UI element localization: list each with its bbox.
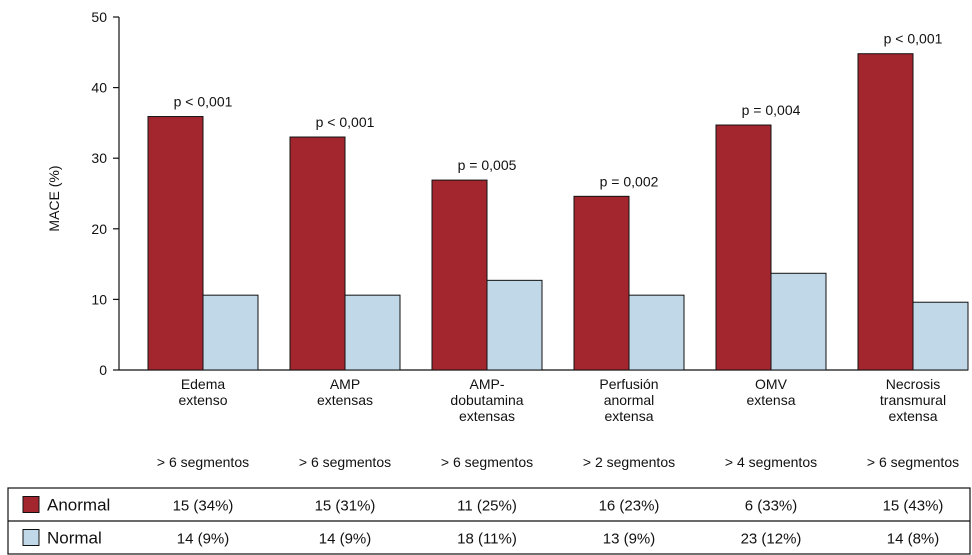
bar-anormal-0 (147, 116, 204, 371)
bar-anormal-2 (431, 179, 488, 371)
bars (147, 53, 969, 371)
bar-normal-1 (344, 294, 401, 371)
p-value-label-3: p = 0,002 (600, 173, 659, 189)
category-label-2-1: dobutamina (450, 392, 523, 408)
x-axis-labels: EdemaextensoAMPextensasAMP-dobutaminaext… (178, 376, 946, 424)
p-value-label-4: p = 0,004 (742, 102, 801, 118)
y-tick-label-30: 30 (91, 150, 107, 166)
category-label-5-1: transmural (880, 392, 946, 408)
p-value-label-2: p = 0,005 (458, 157, 517, 173)
criterion-label-4: > 4 segmentos (725, 454, 817, 470)
criteria-labels: > 6 segmentos > 6 segmentos > 6 segmentos >… (157, 454, 959, 470)
legend-label-normal: Normal (47, 529, 102, 548)
table-cell-1-3: 13 (9%) (603, 531, 656, 548)
criterion-label-5: > 6 segmentos (867, 454, 959, 470)
category-label-1-0: AMP (330, 376, 360, 392)
category-label-2-0: AMP- (470, 376, 505, 392)
category-label-5-2: extensa (888, 408, 937, 424)
data-table: Anormal 15 (34%) 15 (31%) 11 (25%) 16 (23%) 6… (7, 487, 971, 555)
criterion-label-3: > 2 segmentos (583, 454, 675, 470)
y-tick-label-50: 50 (91, 9, 107, 25)
table-cell-0-3: 16 (23%) (599, 498, 660, 515)
y-tick-label-10: 10 (91, 291, 107, 307)
y-tick-label-0: 0 (99, 362, 107, 378)
table-cell-1-1: 14 (9%) (319, 531, 372, 548)
bar-normal-5 (912, 301, 969, 371)
category-label-2-2: extensas (459, 408, 515, 424)
criterion-label-0: > 6 segmentos (157, 454, 249, 470)
table-cell-1-0: 14 (9%) (177, 531, 230, 548)
y-axis-label: MACE (%) (46, 165, 62, 231)
bar-anormal-5 (857, 53, 914, 371)
table-cell-1-2: 18 (11%) (457, 531, 517, 548)
table-cell-0-0: 15 (34%) (173, 498, 234, 515)
table-cell-0-5: 15 (43%) (883, 498, 944, 515)
category-label-4-0: OMV (755, 376, 788, 392)
table-cell-1-4: 23 (12%) (741, 531, 802, 548)
bar-anormal-1 (289, 136, 346, 371)
category-label-1-1: extensas (317, 392, 373, 408)
category-label-4-1: extensa (746, 392, 795, 408)
table-cell-0-1: 15 (31%) (315, 498, 376, 515)
p-value-labels: p < 0,001 p < 0,001 p = 0,005 p = 0,002 p = … (174, 31, 943, 190)
category-label-3-2: extensa (604, 408, 653, 424)
table-cell-0-2: 11 (25%) (457, 498, 517, 515)
y-axis: 0 10 20 30 40 50 MACE (%) (46, 9, 968, 378)
p-value-label-0: p < 0,001 (174, 94, 233, 110)
bar-normal-0 (202, 294, 259, 371)
y-tick-label-40: 40 (91, 80, 107, 96)
legend-swatch-normal (22, 529, 40, 546)
y-tick-label-20: 20 (91, 221, 107, 237)
category-label-0-0: Edema (181, 376, 226, 392)
bar-normal-4 (770, 272, 827, 371)
table-cell-0-4: 6 (33%) (745, 498, 798, 515)
bar-anormal-4 (715, 124, 772, 371)
category-label-3-0: Perfusión (599, 376, 658, 392)
category-label-0-1: extenso (178, 392, 227, 408)
legend-label-anormal: Anormal (47, 496, 110, 515)
category-label-5-0: Necrosis (886, 376, 940, 392)
bar-normal-3 (628, 294, 685, 371)
criterion-label-1: > 6 segmentos (299, 454, 391, 470)
bar-anormal-3 (573, 195, 630, 371)
criterion-label-2: > 6 segmentos (441, 454, 533, 470)
category-label-3-1: anormal (604, 392, 655, 408)
table-cell-1-5: 14 (8%) (887, 531, 940, 548)
p-value-label-5: p < 0,001 (884, 31, 943, 47)
bar-normal-2 (486, 279, 543, 371)
legend-swatch-anormal (22, 496, 40, 513)
p-value-label-1: p < 0,001 (316, 114, 375, 130)
